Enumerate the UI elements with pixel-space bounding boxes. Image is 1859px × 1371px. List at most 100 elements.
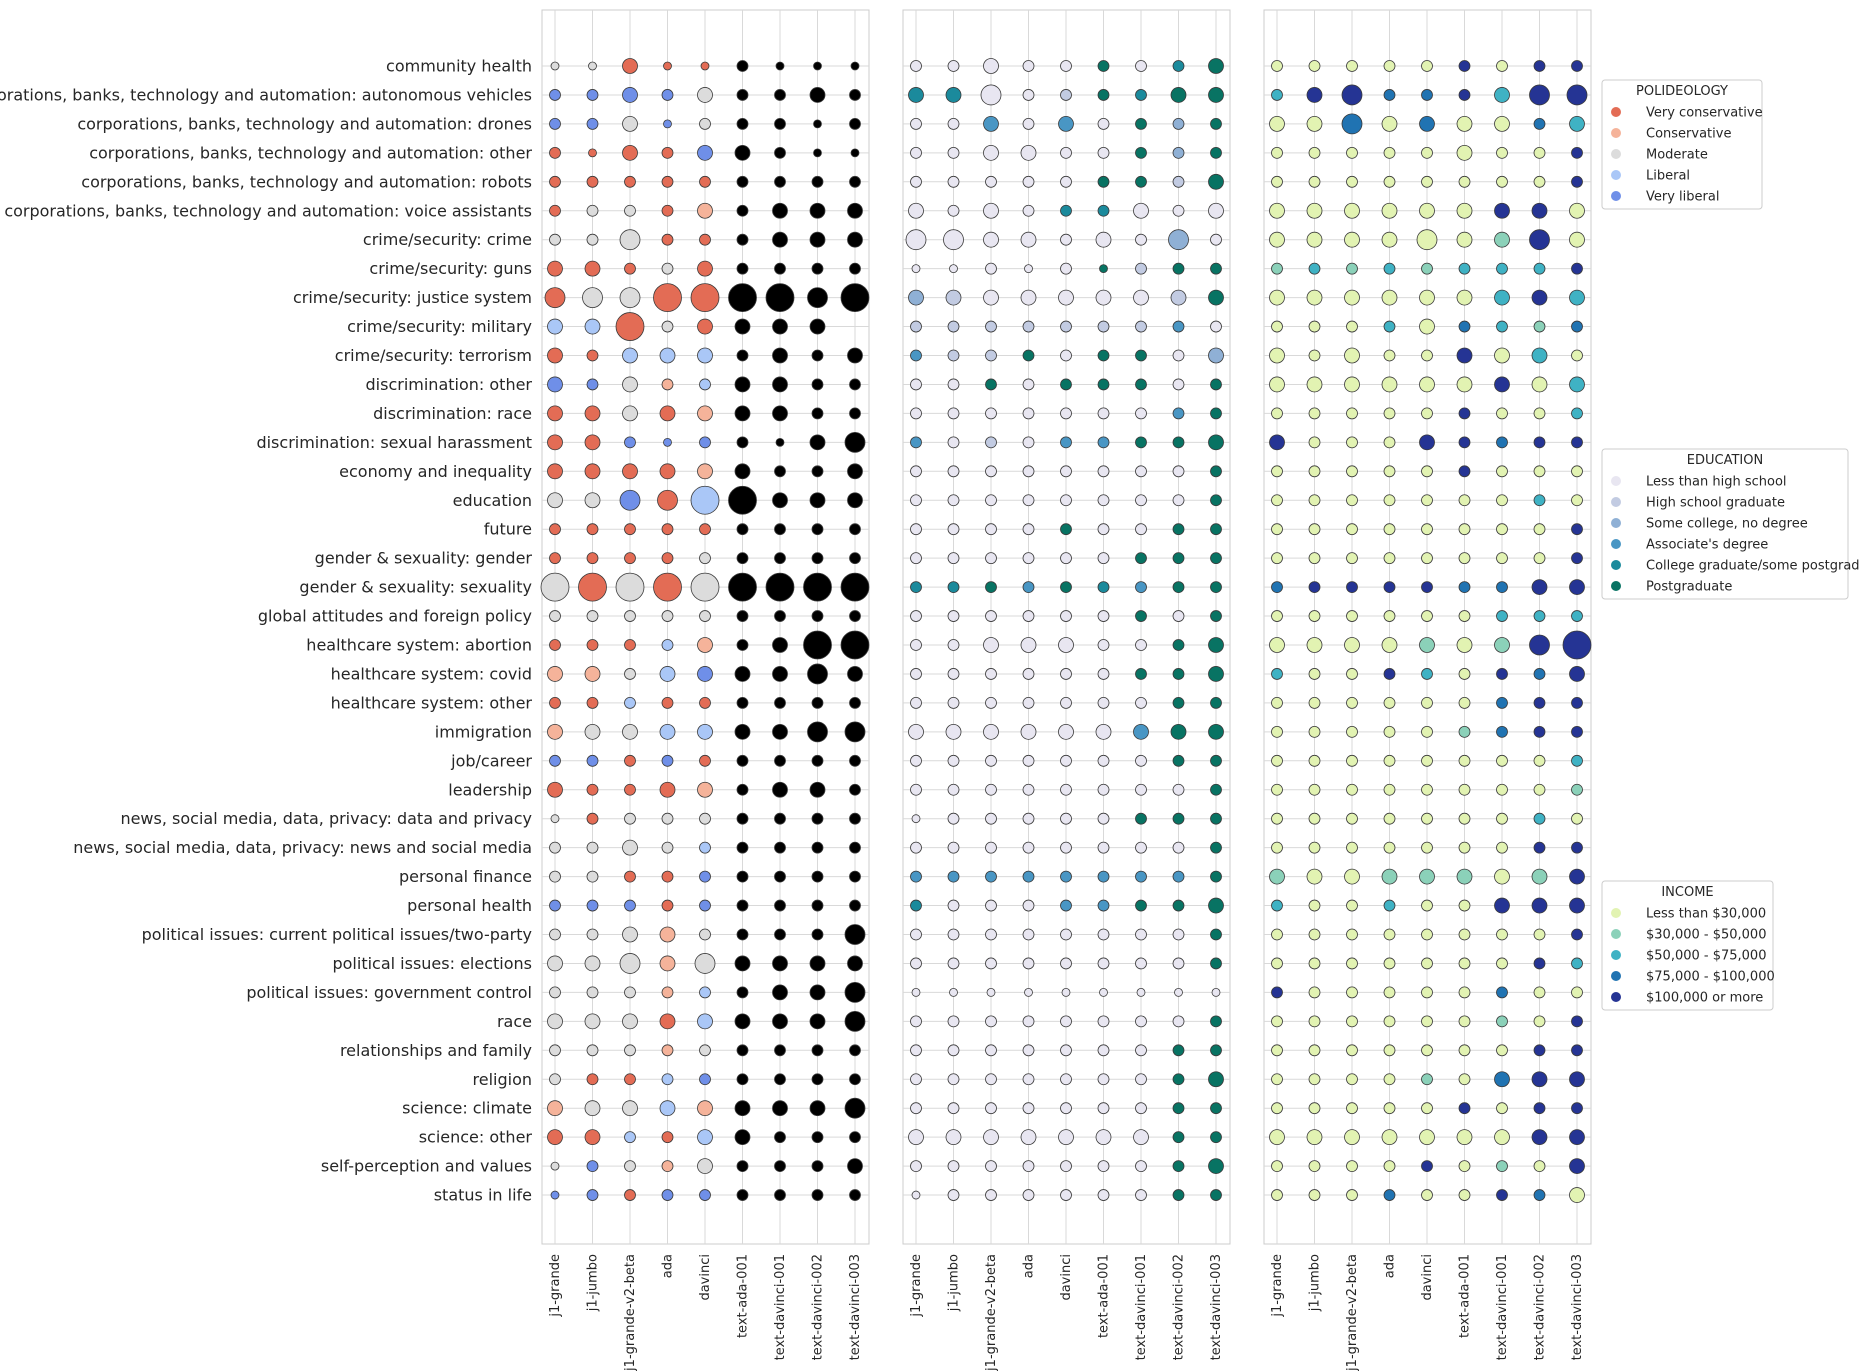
data-point: [657, 489, 678, 511]
data-point: [1135, 697, 1147, 709]
data-point: [1210, 407, 1222, 420]
legend-marker: [1611, 581, 1621, 591]
data-point: [578, 572, 607, 602]
data-point: [1172, 928, 1185, 941]
data-point: [811, 1160, 824, 1172]
data-point: [947, 60, 960, 72]
data-point: [1172, 465, 1185, 478]
data-point: [1569, 116, 1585, 132]
data-point: [774, 552, 786, 565]
data-point: [1458, 1102, 1471, 1115]
data-point: [697, 637, 713, 653]
data-point: [549, 697, 561, 709]
data-point: [1458, 1015, 1471, 1028]
row-label: news, social media, data, privacy: data …: [120, 809, 532, 828]
data-point: [1571, 175, 1583, 188]
data-point: [774, 175, 786, 188]
data-point: [774, 812, 786, 825]
data-point: [1172, 1102, 1185, 1115]
data-point: [1494, 868, 1510, 885]
legend-marker: [1611, 170, 1621, 180]
data-point: [1383, 841, 1396, 854]
data-point: [1496, 436, 1508, 449]
data-point: [849, 841, 861, 854]
data-point: [1458, 320, 1471, 333]
data-point: [910, 60, 922, 72]
legend-box: [1601, 448, 1849, 600]
row-label: corporations, banks, technology and auto…: [77, 114, 532, 133]
data-point: [1571, 928, 1583, 941]
data-point: [1210, 1044, 1222, 1057]
x-tick-label: text-davinci-001: [1134, 1254, 1149, 1360]
data-point: [586, 204, 599, 217]
data-point: [908, 1129, 924, 1146]
data-point: [622, 144, 638, 161]
data-point: [1381, 289, 1398, 306]
data-point: [1172, 320, 1185, 333]
data-point: [1210, 841, 1222, 854]
data-point: [1135, 407, 1147, 420]
data-point: [659, 347, 676, 364]
data-point: [1421, 262, 1433, 275]
data-point: [1097, 581, 1110, 593]
data-point: [775, 437, 785, 447]
data-point: [774, 1131, 786, 1144]
data-point: [699, 754, 711, 767]
legend-label: Very liberal: [1646, 190, 1719, 205]
data-point: [699, 1044, 711, 1057]
data-point: [1172, 1073, 1185, 1086]
data-point: [1569, 289, 1585, 306]
data-point: [1496, 60, 1508, 72]
data-point: [1269, 116, 1285, 132]
data-point: [910, 1160, 922, 1172]
data-point: [624, 1189, 636, 1201]
data-point: [547, 1100, 563, 1117]
data-point: [983, 116, 999, 132]
data-point: [1533, 1015, 1546, 1028]
data-point: [584, 1129, 601, 1146]
data-point: [1571, 697, 1583, 709]
data-point: [1208, 58, 1224, 74]
data-point: [1208, 637, 1224, 653]
data-point: [1571, 610, 1583, 622]
data-point: [624, 204, 636, 217]
data-point: [774, 523, 786, 536]
data-point: [728, 283, 757, 313]
data-point: [1308, 1015, 1321, 1028]
data-point: [1097, 783, 1110, 796]
data-point: [947, 1015, 960, 1028]
data-point: [1571, 349, 1583, 362]
data-point: [1496, 523, 1508, 536]
data-point: [1097, 1160, 1110, 1172]
data-point: [547, 492, 563, 509]
data-point: [1456, 376, 1473, 393]
data-point: [1381, 1129, 1398, 1146]
data-point: [661, 175, 674, 188]
data-point: [1383, 436, 1396, 449]
data-point: [1022, 581, 1035, 593]
data-point: [1346, 175, 1358, 188]
data-point: [1571, 841, 1583, 854]
data-point: [1496, 1015, 1508, 1028]
data-point: [1344, 637, 1360, 653]
data-point: [1133, 202, 1149, 219]
data-point: [549, 89, 561, 101]
data-point: [1569, 897, 1585, 914]
legend-label: $30,000 - $50,000: [1646, 928, 1766, 943]
row-label: self-perception and values: [321, 1157, 532, 1176]
row-label: crime/security: justice system: [293, 288, 532, 307]
x-tick-label: text-davinci-003: [1570, 1254, 1585, 1360]
data-point: [772, 666, 788, 682]
data-point: [1458, 812, 1471, 825]
data-point: [1269, 231, 1285, 248]
data-point: [1346, 436, 1358, 449]
data-point: [1496, 783, 1508, 796]
data-point: [584, 463, 601, 480]
data-point: [1533, 320, 1546, 333]
x-tick-label: text-davinci-002: [811, 1254, 826, 1360]
data-point: [947, 610, 960, 622]
data-point: [1097, 1015, 1110, 1028]
data-point: [1058, 723, 1074, 740]
data-point: [700, 61, 710, 71]
x-tick-label: j1-jumbo: [1308, 1254, 1323, 1312]
